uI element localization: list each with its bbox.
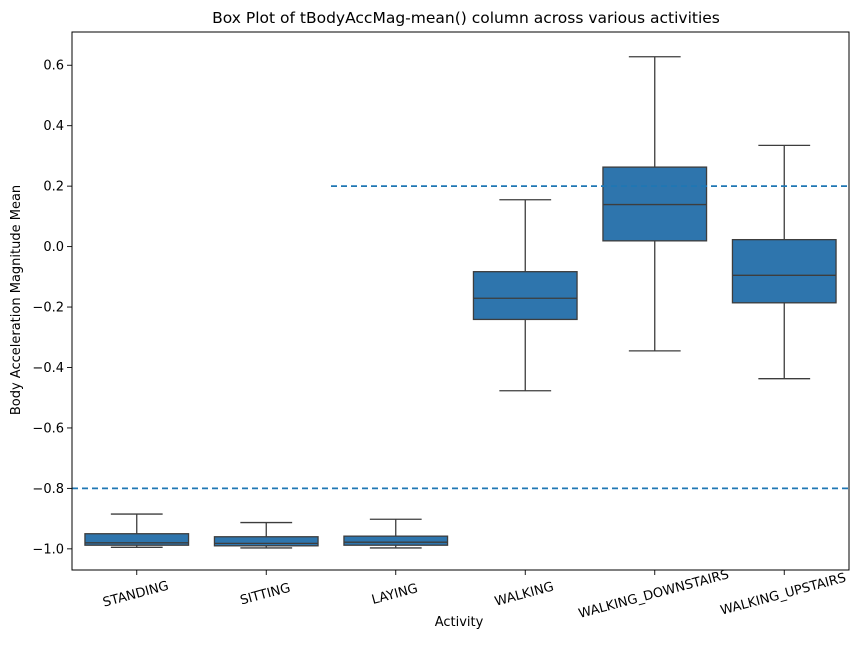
axes-frame [71,31,850,571]
box-walking [472,271,578,321]
box-laying [343,535,449,546]
plot-area: −1.0 −0.8 −0.6 −0.4 −0.2 0.0 0.2 0.4 0.6 STANDING… [32,31,850,622]
box-sitting [213,536,319,547]
x-tick-label: WALKING [493,580,555,610]
y-tick-label: −0.2 [32,301,64,316]
y-tick-label: −0.4 [32,361,64,376]
y-tick-label: 0.0 [43,240,64,255]
box-standing [84,533,190,546]
x-tick-label: LAYING [370,581,419,608]
y-tick-label: 0.4 [43,119,64,134]
x-tick-label: SITTING [239,581,293,609]
x-tick-label: WALKING_DOWNSTAIRS [577,567,731,622]
x-tick-label: STANDING [101,579,170,611]
y-tick-label: −1.0 [32,542,64,557]
x-tick-label: WALKING_UPSTAIRS [719,571,848,619]
chart-title: Box Plot of tBodyAccMag-mean() column ac… [212,9,720,27]
y-tick-label: 0.2 [43,180,64,195]
x-axis-label: Activity [435,615,484,630]
y-tick-label: −0.6 [32,421,64,436]
y-tick-label: −0.8 [32,482,64,497]
y-axis-label: Body Acceleration Magnitude Mean [9,185,24,415]
box-walking-upstairs [731,238,837,304]
y-tick-label: 0.6 [43,59,64,74]
